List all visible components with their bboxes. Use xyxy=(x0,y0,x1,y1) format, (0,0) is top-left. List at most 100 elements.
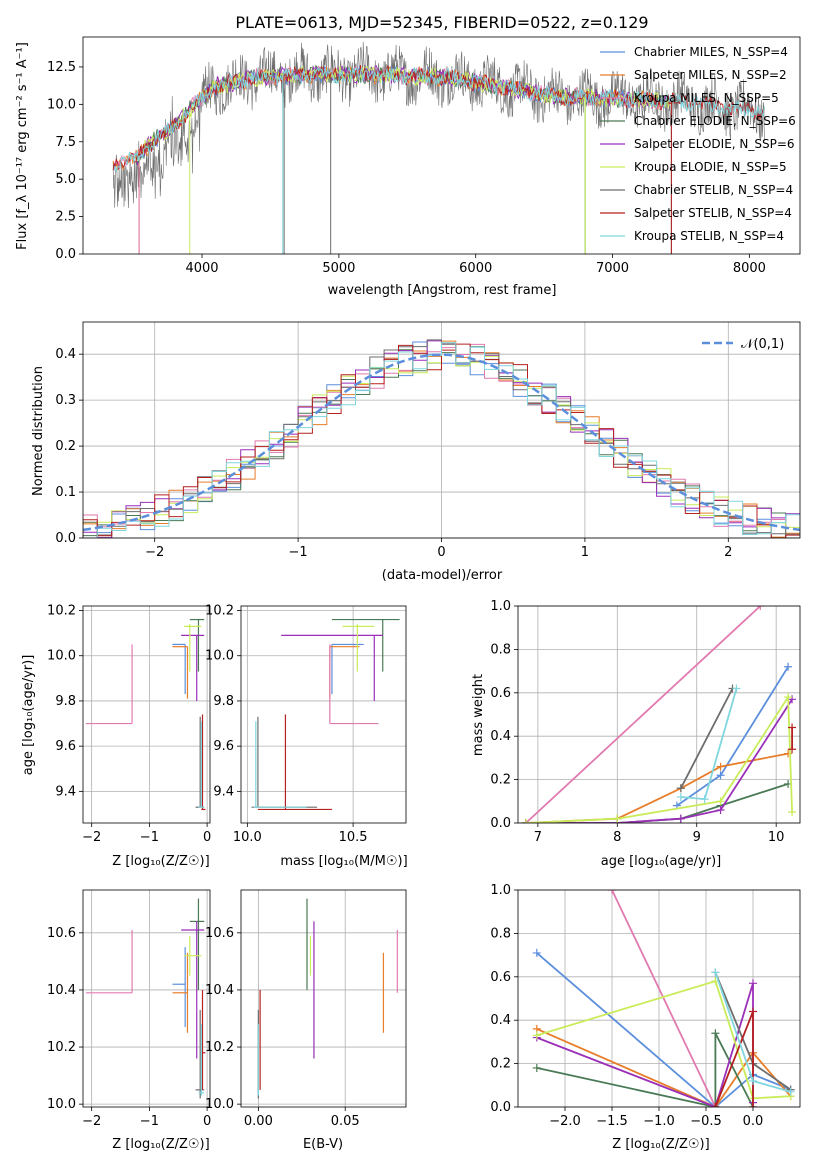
spectrum-ytick-label: 12.5 xyxy=(47,60,76,75)
legend-label-7: Salpeter STELIB, N_SSP=4 xyxy=(634,206,792,220)
spectrum-ytick-label: 10.0 xyxy=(47,97,76,112)
spectrum-xtick-label: 6000 xyxy=(459,261,492,276)
weight_vs_Z-marker-7 xyxy=(711,1103,720,1107)
weight_vs_age-xtick-label: 7 xyxy=(534,830,542,845)
residuals-ytick-label: 0.1 xyxy=(55,485,76,500)
age_vs_Z-ytick-label: 10.2 xyxy=(47,604,76,619)
weight_vs_age-marker-1 xyxy=(716,762,725,771)
weight_vs_age-marker-7 xyxy=(788,745,797,754)
panel2-ylabel: Normed distribution xyxy=(31,366,46,496)
legend-label-5: Kroupa ELODIE, N_SSP=5 xyxy=(634,160,787,174)
weight_vs_age-series-4 xyxy=(525,698,793,823)
panel7-xlabel: Z [log₁₀(Z/Z☉)] xyxy=(612,1137,709,1152)
weight_vs_age-marker-5 xyxy=(716,797,725,806)
age_vs_Z-xtick-label: −1 xyxy=(140,830,159,845)
weight_vs_Z-xtick-label: −0.5 xyxy=(690,1114,722,1129)
mass_vs_Z-ytick-label: 10.6 xyxy=(47,926,76,941)
age_vs_mass-xtick-label: 10.0 xyxy=(233,830,262,845)
age_vs_mass-frame xyxy=(240,605,407,824)
chart-layer: 4000 5000 6000 7000 80000.02.55.07.510.012.5… xyxy=(15,36,801,1152)
histogram-8 xyxy=(83,342,800,538)
age_vs_Z-ytick-label: 9.8 xyxy=(55,694,76,709)
weight_vs_age-ytick-label: 1.0 xyxy=(490,599,511,614)
weight_vs_Z-marker-7 xyxy=(749,1103,757,1107)
weight_vs_age-marker-4 xyxy=(716,805,725,814)
normal-legend-label: 𝒩(0,1) xyxy=(741,337,784,352)
weight_vs_Z-frame xyxy=(517,889,801,1108)
mass_vs_Z-frame xyxy=(82,889,211,1108)
residuals-xtick-label: 2 xyxy=(724,545,732,560)
weight_vs_Z-ytick-label: 0.0 xyxy=(490,1100,511,1115)
panel5-ylabel: mass weight xyxy=(471,674,486,756)
weight_vs_age-marker-8 xyxy=(700,795,709,804)
residuals-frame xyxy=(82,321,801,539)
panel2-xlabel: (data-model)/error xyxy=(382,568,503,583)
weight_vs_age-series-6 xyxy=(680,688,734,789)
residuals-ytick-label: 0.4 xyxy=(55,347,76,362)
age_vs_Z-frame xyxy=(82,605,211,824)
residuals-ytick-label: 0.2 xyxy=(55,439,76,454)
weight_vs_Z-xtick-label: 0.0 xyxy=(743,1114,764,1129)
weight_vs_Z-ytick-label: 0.2 xyxy=(490,1057,511,1072)
weight_vs_age-marker-4 xyxy=(676,814,685,823)
weight_vs_age-ytick-label: 0.4 xyxy=(490,729,511,744)
spectrum-line-5 xyxy=(136,65,670,162)
residuals-xtick-label: 1 xyxy=(581,545,589,560)
weight_vs_age-marker-6 xyxy=(676,784,685,793)
weight_vs_Z-series-3 xyxy=(536,1032,754,1107)
weight_vs_Z-marker-8 xyxy=(749,1076,757,1085)
legend-label-4: Salpeter ELODIE, N_SSP=6 xyxy=(634,137,795,151)
age_vs_mass-ytick-label: 9.6 xyxy=(213,739,234,754)
spectrum-line-8 xyxy=(112,66,765,173)
residuals-ytick-label: 0.0 xyxy=(55,531,76,546)
residuals-xtick-label: −2 xyxy=(145,545,164,560)
weight_vs_age-ytick-label: 0.8 xyxy=(490,642,511,657)
weight_vs_age-marker-5 xyxy=(613,814,622,823)
weight_vs_Z-xtick-label: −1.0 xyxy=(643,1114,675,1129)
weight_vs_Z-series-2 xyxy=(611,890,717,1107)
weight_vs_age-ytick-label: 0.6 xyxy=(490,686,511,701)
spectrum-ytick-label: 2.5 xyxy=(55,210,76,225)
residuals-xtick-label: 0 xyxy=(437,545,445,560)
mass_vs_ebv-ytick-label: 10.0 xyxy=(205,1097,234,1112)
weight_vs_age-ytick-label: 0.0 xyxy=(490,816,511,831)
weight_vs_age-series-3 xyxy=(525,783,789,823)
weight_vs_Z-series-1 xyxy=(536,1028,792,1107)
weight_vs_Z-ytick-label: 0.4 xyxy=(490,1013,511,1028)
mass_vs_ebv-ytick-label: 10.4 xyxy=(205,983,234,998)
weight_vs_Z-marker-3 xyxy=(711,1029,720,1038)
weight_vs_age-xtick-label: 10 xyxy=(768,830,785,845)
panel3-ylabel: age [log₁₀(age/yr)] xyxy=(21,655,36,776)
age_vs_Z-xtick-label: −2 xyxy=(82,830,101,845)
age_vs_mass-ytick-label: 10.0 xyxy=(205,649,234,664)
weight_vs_Z-marker-7 xyxy=(749,1007,757,1016)
weight_vs_Z-series-5 xyxy=(536,979,791,1100)
panel3-xlabel: Z [log₁₀(Z/Z☉)] xyxy=(112,854,209,869)
spectrum-xtick-label: 8000 xyxy=(733,261,766,276)
mass_vs_ebv-xtick-label: 0.00 xyxy=(244,1114,273,1129)
spectrum-frame xyxy=(82,36,801,255)
weight_vs_age-marker-8 xyxy=(676,792,685,801)
mass_vs_ebv-ytick-label: 10.6 xyxy=(205,926,234,941)
weight_vs_age-ytick-label: 0.2 xyxy=(490,773,511,788)
weight_vs_age-marker-8 xyxy=(732,684,741,693)
weight_vs_age-frame xyxy=(517,605,801,824)
age_vs_Z-ytick-label: 9.4 xyxy=(55,784,76,799)
panel1-xlabel: wavelength [Angstrom, rest frame] xyxy=(328,283,557,298)
mass_vs_Z-xtick-label: −1 xyxy=(140,1114,159,1129)
figure-title: PLATE=0613, MJD=52345, FIBERID=0522, z=0… xyxy=(235,13,648,32)
mass_vs_Z-xtick-label: −2 xyxy=(82,1114,101,1129)
panel4-xlabel: mass [log₁₀(M/M☉)] xyxy=(280,854,407,869)
age_vs_mass-xtick-label: 10.5 xyxy=(339,830,368,845)
normal-curve xyxy=(83,353,800,532)
weight_vs_Z-marker-8 xyxy=(786,1087,795,1096)
age_vs_mass-ytick-label: 9.8 xyxy=(213,694,234,709)
weight_vs_age-marker-2 xyxy=(756,606,765,610)
weight_vs_Z-ytick-label: 0.8 xyxy=(490,926,511,941)
weight_vs_age-marker-5 xyxy=(521,819,530,823)
mass_vs_ebv-ytick-label: 10.2 xyxy=(205,1040,234,1055)
weight_vs_age-series-8 xyxy=(680,688,738,801)
age_vs_Z-ytick-label: 9.6 xyxy=(55,739,76,754)
spectrum-line-7 xyxy=(112,64,765,171)
